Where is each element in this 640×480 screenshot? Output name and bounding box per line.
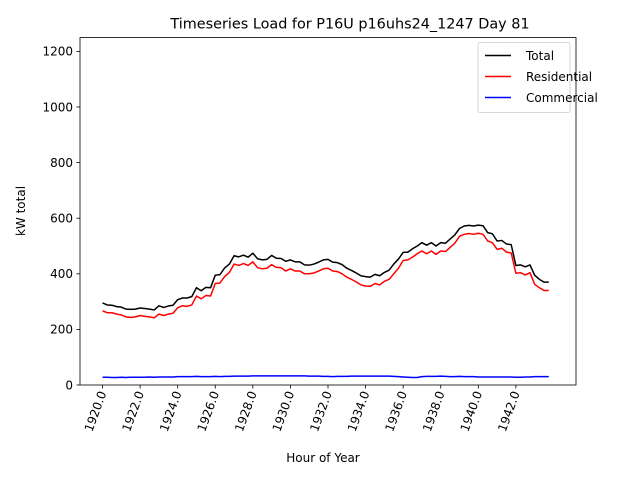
legend-label-commercial: Commercial [526,91,598,105]
y-tick-label: 1000 [42,100,73,114]
y-tick-label: 200 [50,323,73,337]
y-tick-label: 800 [50,156,73,170]
y-tick-label: 1200 [42,45,73,59]
series-layer [102,224,549,379]
chart-title: Timeseries Load for P16U p16uhs24_1247 D… [169,17,529,33]
y-tick-label: 400 [50,267,73,281]
y-axis: 0 200 400 600 800 1000 1200 [42,45,80,392]
legend-box [477,42,571,113]
series-line-residential [102,232,549,319]
series-line-total [102,224,549,311]
series-line-commercial [102,375,549,379]
y-tick-label: 0 [65,378,73,392]
y-tick-label: 600 [50,212,73,226]
legend: Total Residential Commercial [477,42,598,113]
y-axis-label: kW total [14,186,28,236]
x-axis-label: Hour of Year [286,451,360,465]
legend-label-total: Total [525,49,554,63]
legend-label-residential: Residential [526,70,592,84]
